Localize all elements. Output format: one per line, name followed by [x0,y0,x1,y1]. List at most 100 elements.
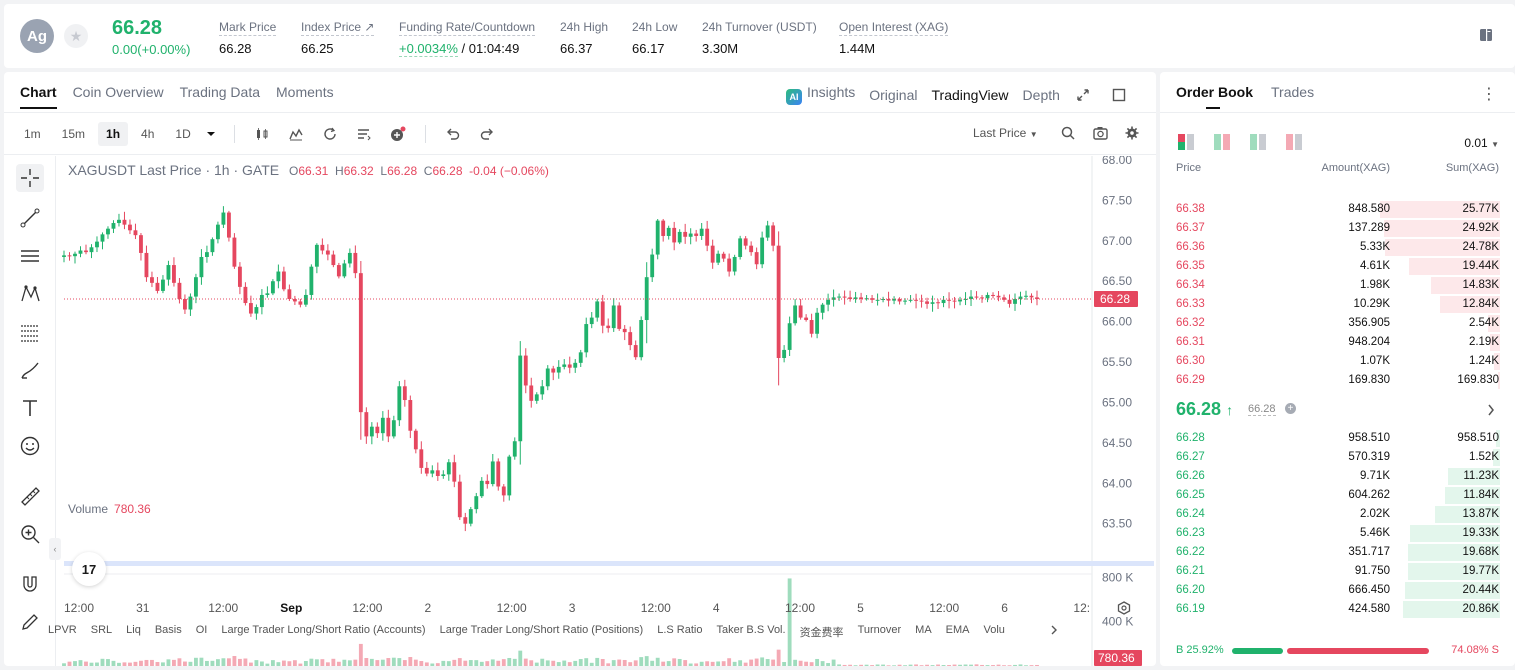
indicator-12[interactable]: EMA [945,624,970,636]
zoom-in-icon[interactable] [16,520,44,548]
view-depth[interactable]: Depth [1022,86,1060,103]
indicator-9[interactable]: 资金费率 [799,627,844,639]
magnet-icon[interactable] [16,570,44,598]
tab-chart[interactable]: Chart [20,84,57,109]
tab-order-book[interactable]: Order Book [1176,84,1254,109]
bid-row[interactable]: 66.27 570.319 1.52K [1160,448,1515,467]
ask-row[interactable]: 66.33 10.29K 12.84K [1160,295,1515,314]
tab-trading-data[interactable]: Trading Data [179,84,261,100]
view-tradingview[interactable]: TradingView [931,86,1009,103]
indicators-icon[interactable] [288,126,304,142]
insights-button[interactable]: AI Insights [786,84,855,105]
bid-row[interactable]: 66.28 958.510 958.510 [1160,429,1515,448]
gear-icon[interactable] [1125,126,1139,140]
ask-row[interactable]: 66.29 169.830 169.830 [1160,371,1515,390]
text-tool-icon[interactable] [16,394,44,422]
fullscreen-icon[interactable] [1076,88,1090,102]
chevron-down-icon[interactable] [206,130,216,138]
more-options-icon[interactable]: ⋮ [1481,86,1497,103]
timeframe-1h[interactable]: 1h [98,122,129,146]
indicator-3[interactable]: Basis [154,624,182,636]
timeframe-1m[interactable]: 1m [24,127,41,141]
chevron-right-icon[interactable] [1050,625,1058,635]
bid-row[interactable]: 66.21 91.750 19.77K [1160,562,1515,581]
pencil-icon[interactable] [16,608,44,636]
pattern-icon[interactable] [16,280,44,308]
undo-icon[interactable] [445,126,461,142]
mode-split-icon[interactable] [1214,134,1230,150]
stat-open-interest[interactable]: Open Interest (XAG) 1.44M [839,20,949,56]
tab-moments[interactable]: Moments [276,84,334,100]
candle-type-icon[interactable] [254,126,270,142]
ruler-icon[interactable] [16,482,44,510]
scale-settings-icon[interactable] [1117,601,1131,615]
tab-coin-overview[interactable]: Coin Overview [72,84,164,100]
ask-row[interactable]: 66.32 356.905 2.54K [1160,314,1515,333]
bid-row[interactable]: 66.20 666.450 20.44K [1160,581,1515,600]
ask-row[interactable]: 66.30 1.07K 1.24K [1160,352,1515,371]
indicator-5[interactable]: Large Trader Long/Short Ratio (Accounts) [221,624,426,636]
book-icon[interactable] [1479,28,1493,42]
indicator-10[interactable]: Turnover [857,624,902,636]
indicator-8[interactable]: Taker B.S Vol. [716,624,786,636]
candle-body [128,224,132,231]
templates-icon[interactable] [356,126,372,142]
tab-trades[interactable]: Trades [1271,84,1315,100]
emoji-icon[interactable] [16,432,44,460]
ask-row[interactable]: 66.35 4.61K 19.44K [1160,257,1515,276]
crosshair-icon[interactable] [16,164,44,192]
replay-icon[interactable] [322,126,338,142]
ask-row[interactable]: 66.36 5.33K 24.78K [1160,238,1515,257]
window-icon[interactable] [1112,88,1126,102]
horizontal-lines-icon[interactable] [16,242,44,270]
fib-icon[interactable] [16,318,44,346]
timeframe-15m[interactable]: 15m [61,127,86,141]
price-chart[interactable]: 68.00 67.50 67.00 66.50 66.00 65.50 65.00 64.50… [56,156,1156,666]
ask-row[interactable]: 66.38 848.580 25.77K [1160,200,1515,219]
favorite-star-icon[interactable]: ★ [64,24,88,48]
add-alert-icon[interactable] [390,126,406,142]
mode-both-icon[interactable] [1178,134,1194,150]
tradingview-logo[interactable]: 17 [72,552,106,586]
indicator-2[interactable]: Liq [126,624,141,636]
bid-row[interactable]: 66.23 5.46K 19.33K [1160,524,1515,543]
redo-icon[interactable] [479,126,495,142]
indicator-0[interactable]: LPVR [48,624,77,636]
price-type-select[interactable]: Last Price ▼ [973,126,1038,140]
bid-row[interactable]: 66.19 424.580 20.86K [1160,600,1515,619]
bid-row[interactable]: 66.22 351.717 19.68K [1160,543,1515,562]
indicator-4[interactable]: OI [195,624,208,636]
indicator-11[interactable]: MA [915,624,932,636]
indicator-6[interactable]: Large Trader Long/Short Ratio (Positions… [439,624,644,636]
bid-row[interactable]: 66.24 2.02K 13.87K [1160,505,1515,524]
view-original[interactable]: Original [869,86,918,103]
bid-row[interactable]: 66.26 9.71K 11.23K [1160,467,1515,486]
camera-icon[interactable] [1093,126,1108,140]
volume-bar [925,664,929,666]
indicator-7[interactable]: L.S Ratio [657,624,703,636]
volume-bar [194,657,198,666]
bid-row[interactable]: 66.25 604.262 11.84K [1160,486,1515,505]
ask-row[interactable]: 66.37 137.289 24.92K [1160,219,1515,238]
stat-index-price[interactable]: Index Price ↗ 66.25 [301,20,375,56]
precision-select[interactable]: 0.01 ▼ [1464,136,1499,150]
volume-bar [463,660,468,666]
search-icon[interactable] [1061,126,1075,140]
brush-icon[interactable] [16,356,44,384]
trend-line-icon[interactable] [16,204,44,232]
ask-row[interactable]: 66.34 1.98K 14.83K [1160,276,1515,295]
stat-mark-price[interactable]: Mark Price 66.28 [219,20,277,56]
indicator-1[interactable]: SRL [90,624,113,636]
ask-row[interactable]: 66.31 948.204 2.19K [1160,333,1515,352]
timeframe-1d[interactable]: 1D [175,127,191,141]
mode-asks-icon[interactable] [1286,134,1302,150]
stat-funding-rate[interactable]: Funding Rate/Countdown +0.0034% / 01:04:… [399,20,536,57]
candle-body [303,294,308,305]
chevron-right-icon[interactable] [1487,404,1495,416]
mode-bids-icon[interactable] [1250,134,1266,150]
mid-price[interactable]: 66.28 ↑ [1176,399,1234,419]
collapse-toolbar-icon[interactable]: ‹ [49,538,61,560]
info-plus-icon[interactable]: + [1285,403,1296,414]
timeframe-4h[interactable]: 4h [141,127,155,141]
indicator-13[interactable]: Volu [983,624,1005,636]
